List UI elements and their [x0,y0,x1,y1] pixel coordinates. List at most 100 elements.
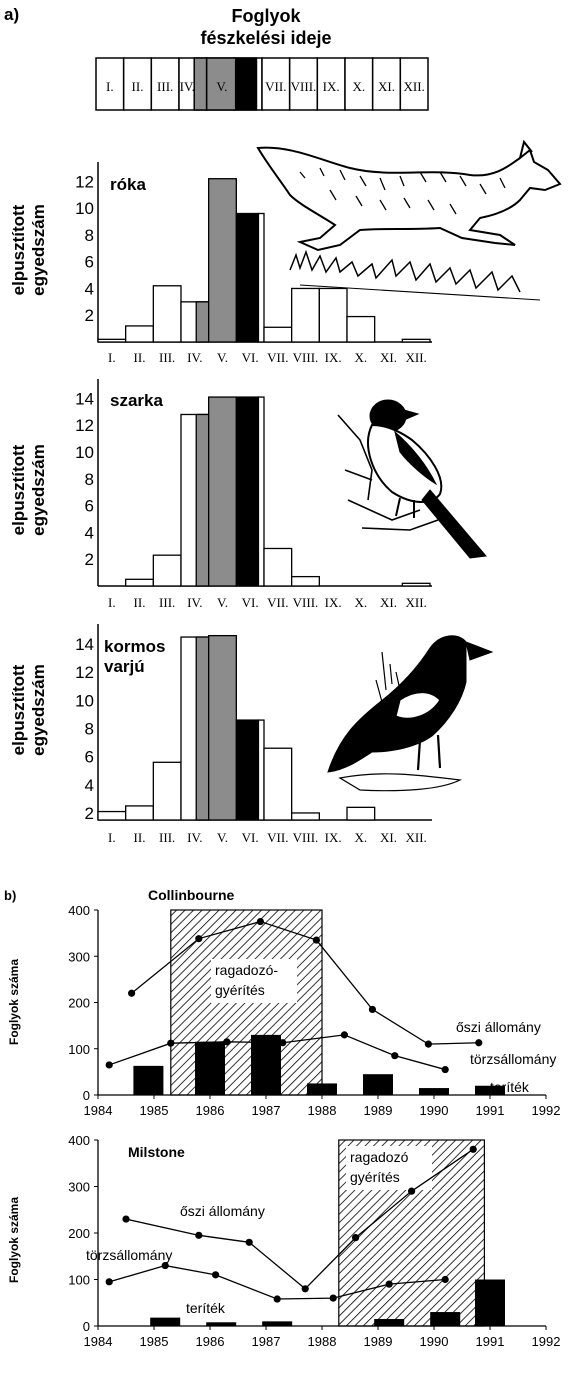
bar [208,178,237,343]
nesting-calendar: I. II. III. IV. V. VII. VIII. IX. X. XI. XII. [95,57,429,111]
y-tick-label: 10 [75,199,94,218]
x-tick-label: IX. [325,595,342,610]
x-tick-label: IV. [187,830,202,845]
x-tick-label: III. [159,595,175,610]
calendar-cell [344,57,374,111]
series-point [273,1295,281,1303]
bar [208,634,237,821]
calendar-black-part [234,57,258,111]
x-tick-label: 1989 [364,1103,393,1118]
x-tick-label: 1986 [196,1334,225,1349]
x-tick-label: VII. [267,595,288,610]
y-tick-label: 14 [75,635,94,654]
y-axis-label-line1: elpusztított [9,444,28,535]
bar [97,338,127,343]
series-point [279,1039,287,1047]
x-tick-label: V. [217,350,228,365]
fox-illustration [256,139,562,301]
bar [346,806,376,821]
bar [97,810,127,821]
y-tick-label: 12 [75,416,94,435]
bar [235,719,260,821]
y-tick-label: 200 [68,996,90,1011]
series-point [340,1031,348,1039]
series-point [408,1187,416,1195]
y-axis-label-line2: egyedszám [29,664,48,756]
line-chart-1: ragadozó-gyérítés 0 100 200 300 400 1984 1985 19… [7,887,560,1118]
chart-title-line1: kormos [104,637,165,656]
bar [318,287,348,343]
x-tick-label: 1984 [84,1334,113,1349]
series-point [368,1005,376,1014]
bar [235,212,260,343]
bar-part [257,212,265,343]
shaded-label-bg [211,959,297,1003]
y-tick-label: 300 [68,949,90,964]
x-tick-label: VI. [242,595,259,610]
shaded-label-line1: ragadozó- [215,962,278,978]
series-point [385,1280,393,1288]
shaded-label-bg [346,1146,432,1190]
series-point [167,1039,175,1047]
y-tick-label: 0 [83,1319,90,1334]
y-tick-label: 0 [83,1088,90,1103]
harvest-bar [419,1088,449,1095]
series-point [105,1278,113,1286]
series-point [441,1065,449,1074]
nesting-title-line1: Foglyok [231,6,301,26]
x-tick-label: VI. [242,830,259,845]
calendar-cell [95,57,125,111]
harvest-bar [150,1317,181,1326]
monthly-bar-charts: 2 4 6 8 10 12 I. II. III. IV. V. VI. VII. VIII. IX. X. X… [9,162,432,845]
bar-part [195,301,210,343]
x-tick-label: II. [134,595,146,610]
y-tick-label: 10 [75,443,94,462]
bar [125,325,154,343]
y-tick-label: 4 [85,523,94,542]
calendar-cell [316,57,346,111]
calendar-grey-part [193,57,208,111]
x-tick-label: 1989 [364,1334,393,1349]
chart-title: róka [110,175,146,194]
x-tick-label: XI. [380,350,397,365]
x-tick-label: VII. [267,350,288,365]
x-tick-label: 1990 [420,1334,449,1349]
y-axis-label-line1: elpusztított [9,204,28,295]
bar-chart-3: 2 4 6 8 10 12 14 I. II. III. IV. V. VI. VII. VIII. IX. X… [9,624,432,845]
x-tick-label: 1985 [140,1334,169,1349]
bar [152,761,182,821]
y-tick-label: 100 [68,1273,90,1288]
series-label: törzsállomány [470,1051,556,1067]
x-tick-label: 1991 [476,1334,505,1349]
crow-illustration [327,635,494,792]
bar [291,812,320,821]
bar [263,747,293,821]
y-tick-label: 2 [85,306,94,325]
x-tick-label: V. [217,830,228,845]
x-tick-label: XI. [380,595,397,610]
x-tick-label: XII. [406,595,427,610]
x-tick-label: VI. [242,350,259,365]
bar [235,396,260,587]
y-axis-label-line2: egyedszám [29,444,48,536]
harvest-bar [251,1034,281,1095]
calendar-month-label: IV. [180,79,195,94]
y-tick-label: 100 [68,1042,90,1057]
calendar-month-label: V. [216,79,227,94]
series-label: őszi állomány [456,1019,541,1035]
y-tick-label: 300 [68,1180,90,1195]
calendar-grey-part [205,57,237,111]
series-point [469,1145,477,1153]
x-tick-label: IX. [325,350,342,365]
x-tick-label: VIII. [293,830,319,845]
series-point [475,1039,483,1047]
x-tick-label: XII. [406,350,427,365]
x-tick-label: 1991 [476,1103,505,1118]
x-tick-label: I. [108,350,116,365]
x-tick-label: III. [159,830,175,845]
x-tick-label: III. [159,350,175,365]
harvest-bar [475,1085,505,1095]
bar [152,554,182,587]
bar-part [195,636,210,821]
